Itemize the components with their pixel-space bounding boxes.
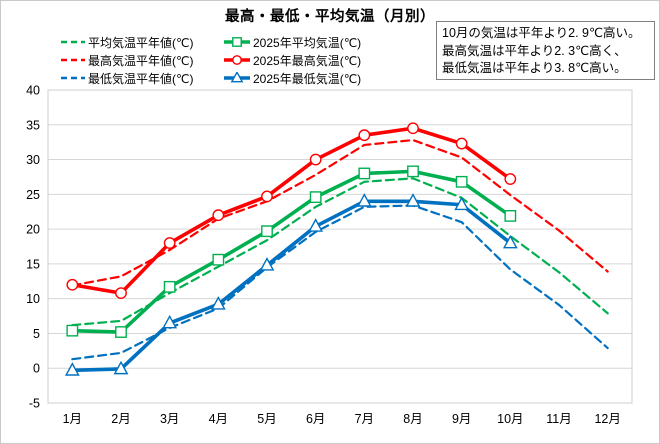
circle-marker (66, 278, 79, 291)
y-tick-label: 30 (26, 153, 40, 167)
legend-item-maximum-2025: 2025年最高気温(℃) (223, 52, 361, 69)
triangle-marker (64, 362, 80, 376)
x-tick-label: 4月 (209, 412, 228, 426)
series-line-dashed (71, 204, 609, 361)
legend-item-average-normal: 平均気温平年値(℃) (60, 34, 223, 51)
y-tick-label: 25 (26, 188, 40, 202)
triangle-marker (162, 314, 178, 329)
y-tick-label: 15 (26, 257, 40, 271)
y-tick-label: 35 (26, 118, 40, 132)
series-line-solid (70, 169, 513, 334)
legend-label: 最低気温平年値(℃) (88, 71, 194, 86)
circle-marker (504, 173, 517, 185)
x-tick-label: 9月 (452, 412, 471, 426)
y-tick-label: 20 (26, 223, 40, 237)
legend-item-minimum-normal: 最低気温平年値(℃) (60, 70, 223, 87)
annotation-box: 10月の気温は平年より2. 9℃高い。 最高気温は平年より2. 3℃高く、 最低… (436, 21, 655, 80)
y-tick-label: 0 (33, 362, 40, 376)
square-marker (212, 253, 225, 266)
plot-border (47, 89, 633, 404)
legend-label: 最高気温平年値(℃) (88, 53, 194, 68)
circle-marker (455, 137, 468, 150)
triangle-marker-line-icon (224, 72, 250, 83)
y-tick-label: 10 (26, 292, 40, 306)
square-marker (407, 165, 419, 178)
y-tick-label: 5 (33, 327, 40, 341)
series-line-solid (70, 126, 513, 295)
circle-marker (115, 287, 127, 300)
dashed-line-icon (61, 58, 85, 62)
circle-marker (163, 237, 176, 249)
circle-marker (309, 153, 322, 166)
annotation-line-2: 最高気温は平年より2. 3℃高く、 (442, 43, 627, 58)
chart-title: 最高・最低・平均気温（月別） (225, 9, 435, 25)
square-marker (309, 191, 322, 204)
square-marker (455, 175, 468, 188)
legend-label: 2025年平均気温(℃) (253, 35, 362, 50)
x-tick-label: 3月 (160, 412, 179, 426)
square-marker (66, 324, 79, 337)
y-tick-label: 40 (26, 84, 40, 98)
triangle-marker (405, 193, 421, 207)
x-tick-label: 8月 (403, 412, 422, 426)
triangle-marker (259, 257, 275, 271)
circle-marker (232, 55, 242, 65)
legend-label: 平均気温平年値(℃) (88, 35, 194, 50)
x-tick-label: 1月 (63, 412, 82, 426)
square-marker (115, 326, 127, 338)
legend-item-maximum-normal: 最高気温平年値(℃) (60, 52, 223, 69)
x-tick-label: 11月 (546, 412, 571, 426)
annotation-line-3: 最低気温は平年より3. 8℃高い。 (442, 61, 627, 75)
legend-item-average-2025: 2025年平均気温(℃) (223, 34, 361, 51)
circle-marker-line-icon (224, 55, 250, 65)
square-marker-line-icon (224, 37, 250, 47)
dashed-line-icon (61, 40, 85, 44)
dashed-line-icon (61, 76, 85, 80)
series-line-solid (70, 199, 513, 373)
square-marker (504, 209, 517, 222)
x-tick-label: 2月 (111, 412, 130, 426)
x-tick-label: 7月 (355, 412, 374, 426)
chart-legend: 平均気温平年値(℃) 2025年平均気温(℃) 最高気温平年値(℃) 2025年… (60, 33, 361, 87)
legend-label: 2025年最高気温(℃) (253, 53, 362, 68)
series-line-dashed (71, 138, 609, 287)
legend-label: 2025年最低気温(℃) (253, 71, 362, 86)
triangle-marker (113, 360, 129, 375)
x-tick-label: 5月 (257, 412, 276, 426)
circle-marker (212, 209, 225, 222)
triangle-marker (454, 196, 470, 211)
circle-marker (407, 122, 419, 135)
square-marker (163, 280, 176, 293)
triangle-marker (308, 218, 324, 232)
circle-marker (261, 190, 273, 203)
square-marker (261, 225, 273, 238)
x-tick-label: 12月 (594, 412, 620, 426)
triangle-marker (502, 234, 518, 249)
triangle-marker (210, 296, 226, 310)
series-line-dashed (71, 177, 609, 327)
x-tick-label: 10月 (497, 412, 523, 426)
annotation-line-1: 10月の気温は平年より2. 9℃高い。 (442, 26, 641, 40)
square-marker (358, 167, 371, 180)
circle-marker (358, 129, 371, 142)
triangle-marker (356, 193, 372, 207)
y-tick-label: -5 (29, 397, 40, 411)
square-marker (232, 37, 242, 47)
triangle-marker (230, 72, 244, 83)
legend-item-minimum-2025: 2025年最低気温(℃) (223, 70, 361, 87)
x-tick-label: 6月 (306, 412, 325, 426)
